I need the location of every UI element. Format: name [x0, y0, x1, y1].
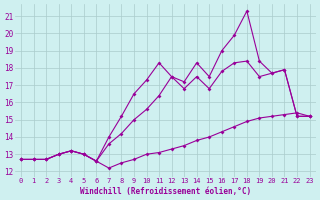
X-axis label: Windchill (Refroidissement éolien,°C): Windchill (Refroidissement éolien,°C) — [80, 187, 251, 196]
